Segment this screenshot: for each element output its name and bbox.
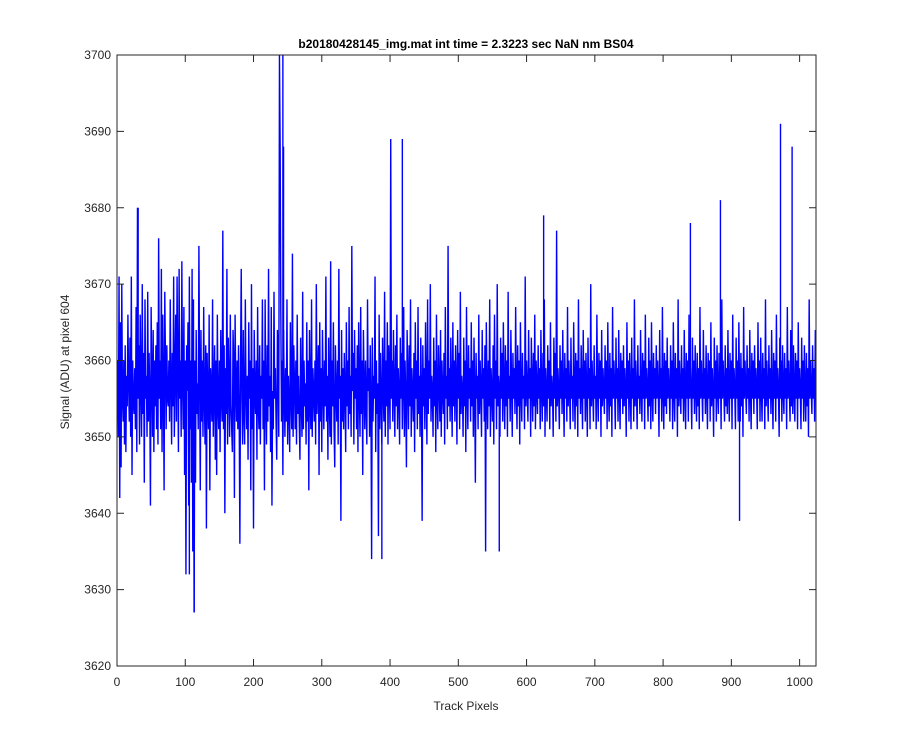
x-tick-label: 1000 <box>786 675 813 689</box>
series-layer <box>116 54 817 613</box>
chart-title: b20180428145_img.mat int time = 2.3223 s… <box>298 37 634 51</box>
y-axis-ticks: 3620 3630 3640 3650 3660 3670 3680 3690 3700 <box>84 48 816 673</box>
x-tick-label: 400 <box>380 675 400 689</box>
x-axis-label: Track Pixels <box>434 699 499 713</box>
x-tick-label: 0 <box>114 675 121 689</box>
series-line <box>116 54 817 613</box>
y-tick-label: 3660 <box>84 354 111 368</box>
x-tick-label: 200 <box>244 675 264 689</box>
y-tick-label: 3670 <box>84 277 111 291</box>
x-tick-label: 700 <box>585 675 605 689</box>
x-tick-label: 500 <box>448 675 468 689</box>
y-axis-label: Signal (ADU) at pixel 604 <box>58 294 72 429</box>
y-tick-label: 3640 <box>84 506 111 520</box>
y-tick-label: 3650 <box>84 430 111 444</box>
x-tick-label: 600 <box>517 675 537 689</box>
y-tick-label: 3690 <box>84 124 111 138</box>
y-tick-label: 3680 <box>84 201 111 215</box>
x-axis-ticks: 0 100 200 300 400 500 600 700 800 900 1000 <box>114 55 813 689</box>
x-tick-label: 300 <box>312 675 332 689</box>
x-tick-label: 100 <box>175 675 195 689</box>
x-tick-label: 900 <box>721 675 741 689</box>
x-tick-label: 800 <box>653 675 673 689</box>
y-tick-label: 3620 <box>84 659 111 673</box>
y-tick-label: 3700 <box>84 48 111 62</box>
y-tick-label: 3630 <box>84 583 111 597</box>
